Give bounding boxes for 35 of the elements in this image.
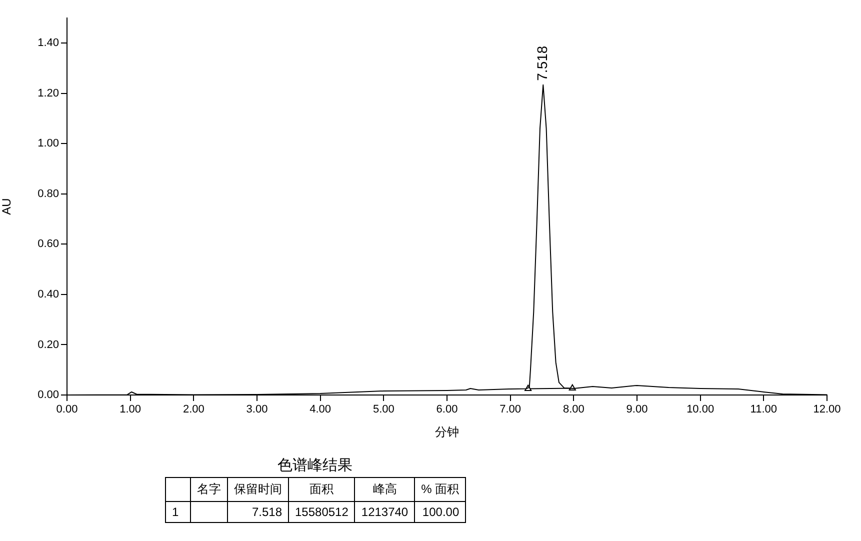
text: 面积 <box>288 478 355 502</box>
x-tick-label: 4.00 <box>310 404 332 416</box>
x-tick-label: 12.00 <box>813 404 841 416</box>
y-tick-label: 0.20 <box>38 338 59 351</box>
x-axis-title: 分钟 <box>435 425 459 440</box>
y-tick-label: 0.80 <box>38 188 59 200</box>
x-tick-label: 10.00 <box>686 404 714 416</box>
x-tick-label: 6.00 <box>436 404 458 416</box>
y-tick-label: 1.20 <box>38 87 59 100</box>
y-tick-label: 0.00 <box>38 389 59 402</box>
y-tick-label: 1.00 <box>38 138 59 150</box>
y-axis-title: AU <box>0 198 14 215</box>
x-tick-label: 7.00 <box>500 404 522 416</box>
text: 100.00 <box>414 502 466 522</box>
x-tick-label: 0.00 <box>56 404 78 416</box>
x-tick-label: 8.00 <box>562 404 584 416</box>
text: 7.518 <box>228 502 288 522</box>
x-tick-label: 9.00 <box>626 404 648 416</box>
y-tick-label: 0.40 <box>38 288 59 300</box>
x-tick-label: 3.00 <box>246 404 268 416</box>
text: 名字 <box>190 478 228 502</box>
x-tick-label: 1.00 <box>120 404 142 416</box>
text: 色谱峰结果 <box>276 456 354 475</box>
text: 峰高 <box>354 478 415 502</box>
y-tick-label: 0.60 <box>38 238 59 250</box>
text: 1 <box>166 502 190 522</box>
y-tick-label: 1.40 <box>38 37 59 50</box>
text: % 面积 <box>414 478 466 502</box>
text: 保留时间 <box>228 478 288 502</box>
text: 15580512 <box>288 502 355 522</box>
text: 1213740 <box>354 502 415 522</box>
x-tick-label: 2.00 <box>182 404 204 416</box>
x-tick-label: 5.00 <box>372 404 394 416</box>
x-tick-label: 11.00 <box>750 404 778 416</box>
annotation: 7.518 <box>534 46 550 81</box>
